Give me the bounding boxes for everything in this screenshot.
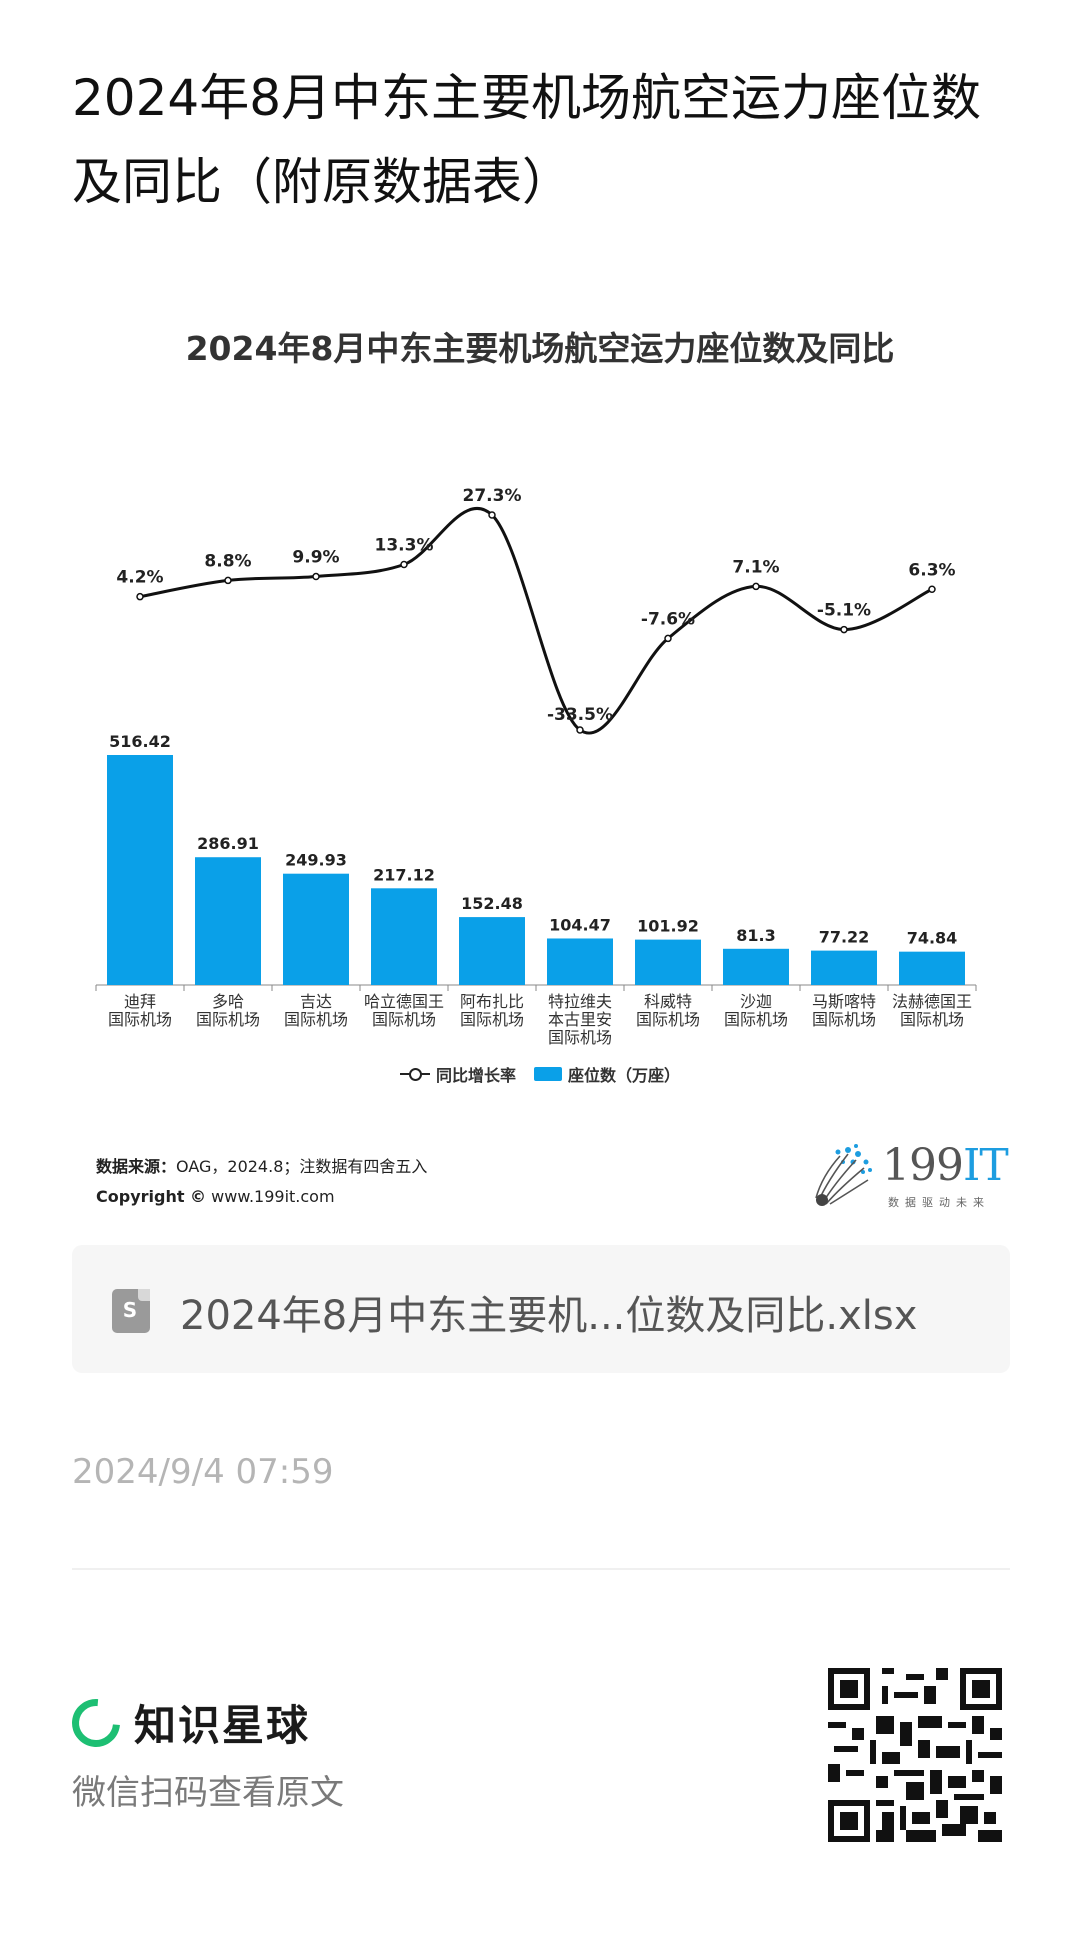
series-line-growth — [139, 506, 933, 735]
line-point — [840, 625, 848, 634]
line-value-label: 27.3% — [463, 486, 522, 506]
legend-item-seats: 座位数（万座） — [534, 1062, 680, 1086]
line-point — [312, 572, 320, 581]
bar-value-label: 217.12 — [373, 865, 435, 884]
logo-text: 199IT — [882, 1140, 1009, 1191]
bar-value-label: 77.22 — [819, 928, 870, 947]
bar-value-label: 152.48 — [461, 894, 523, 913]
line-value-label: -7.6% — [641, 609, 695, 629]
x-tick-label: 沙迦 — [740, 992, 772, 1011]
x-tick-label: 阿布扎比 — [460, 992, 524, 1011]
line-value-label: 9.9% — [292, 548, 339, 568]
line-point — [664, 634, 672, 643]
app-name: 知识星球 — [134, 1701, 311, 1750]
x-tick-label: 国际机场 — [724, 1010, 788, 1029]
line-value-label: 6.3% — [908, 560, 955, 580]
bar-value-label: 104.47 — [549, 915, 611, 934]
line-point — [752, 582, 760, 591]
chart-legend: 同比增长率 座位数（万座） — [72, 1062, 1008, 1086]
bar — [195, 857, 261, 985]
line-value-label: 8.8% — [204, 551, 251, 571]
x-tick-label: 本古里安 — [548, 1010, 612, 1029]
x-tick-label: 国际机场 — [636, 1010, 700, 1029]
bar — [371, 888, 437, 985]
line-point — [224, 576, 232, 585]
x-tick-label: 多哈 — [212, 992, 244, 1011]
bar-value-label: 74.84 — [907, 929, 958, 948]
logo-tagline: 数据驱动未来 — [888, 1196, 990, 1209]
x-tick-label: 国际机场 — [108, 1010, 172, 1029]
bar-value-label: 101.92 — [637, 917, 699, 936]
logo-text-accent: IT — [962, 1140, 1009, 1191]
chart-card: 2024年8月中东主要机场航空运力座位数及同比 516.42 286.91 249.… — [72, 300, 1009, 1230]
bar-value-label: 286.91 — [197, 834, 259, 853]
chart-title: 2024年8月中东主要机场航空运力座位数及同比 — [185, 329, 895, 368]
x-tick-label: 特拉维夫 — [548, 992, 612, 1011]
x-tick-label: 哈立德国王 — [364, 992, 444, 1011]
combo-chart: 516.42 286.91 249.93 217.12 152.48 104.47 101.… — [95, 486, 977, 1047]
x-tick-label: 吉达 — [300, 992, 332, 1011]
bar-value-label: 81.3 — [736, 926, 775, 945]
x-tick-label: 国际机场 — [812, 1010, 876, 1029]
attachment-file-name[interactable]: 2024年8月中东主要机...位数及同比.xlsx — [180, 1293, 918, 1339]
bar — [547, 938, 613, 985]
data-source: 数据来源：OAG，2024.8；注数据有四舍五入 Copyright © www… — [96, 1152, 427, 1212]
bar-value-label: 516.42 — [109, 732, 171, 751]
line-value-label: -5.1% — [817, 601, 871, 621]
post-timestamp: 2024/9/4 07:59 — [72, 1452, 334, 1492]
legend-label-seats: 座位数（万座） — [568, 1066, 681, 1085]
logo-text-main: 199 — [882, 1140, 964, 1191]
copyright-label: Copyright © — [96, 1187, 207, 1206]
scan-hint: 微信扫码查看原文 — [72, 1773, 344, 1813]
line-point — [136, 592, 144, 601]
bar-value-label: 249.93 — [285, 851, 347, 870]
planet-logo-icon — [62, 1688, 130, 1757]
x-tick-label: 国际机场 — [548, 1028, 612, 1047]
legend-line-swatch — [399, 1068, 430, 1081]
line-value-label: 4.2% — [116, 568, 163, 588]
divider — [72, 1568, 1010, 1570]
bar — [723, 948, 789, 985]
x-tick-label: 迪拜 — [124, 992, 156, 1011]
x-tick-label: 马斯喀特 — [812, 992, 876, 1011]
line-point — [576, 726, 584, 734]
line-value-label: 13.3% — [375, 536, 434, 556]
legend-label-growth: 同比增长率 — [435, 1066, 516, 1085]
line-value-label: -33.5% — [547, 705, 613, 725]
x-tick-label: 国际机场 — [460, 1010, 524, 1029]
attachment-file[interactable]: S 2024年8月中东主要机...位数及同比.xlsx — [72, 1245, 1010, 1373]
x-tick-label: 国际机场 — [196, 1010, 260, 1029]
source-text: OAG，2024.8；注数据有四舍五入 — [176, 1157, 428, 1176]
bar — [635, 939, 701, 985]
brand-logo: 199IT 数据驱动未来 — [808, 1140, 1009, 1216]
page-title: 2024年8月中东主要机场航空运力座位数及同比（附原数据表） — [72, 69, 982, 211]
x-tick-label: 法赫德国王 — [892, 992, 972, 1011]
bar — [107, 755, 173, 985]
x-tick-label: 国际机场 — [372, 1010, 436, 1029]
copyright-url: www.199it.com — [211, 1187, 335, 1206]
line-point — [488, 511, 496, 519]
line-point — [928, 585, 936, 594]
bar — [899, 951, 965, 985]
bar — [459, 917, 525, 985]
spreadsheet-file-icon: S — [112, 1289, 150, 1333]
app-brand: 知识星球 — [62, 1688, 311, 1757]
bar — [283, 873, 349, 985]
legend-bar-swatch — [534, 1067, 562, 1081]
qr-code-icon[interactable] — [828, 1668, 1002, 1842]
line-value-label: 7.1% — [732, 557, 779, 577]
legend-item-growth: 同比增长率 — [399, 1062, 516, 1086]
source-label: 数据来源： — [96, 1157, 177, 1176]
x-tick-label: 国际机场 — [900, 1010, 964, 1029]
line-point — [400, 560, 408, 569]
dandelion-logo-icon — [815, 1144, 872, 1206]
x-tick-label: 科威特 — [644, 992, 692, 1011]
bar — [811, 950, 877, 985]
x-tick-label: 国际机场 — [284, 1010, 348, 1029]
